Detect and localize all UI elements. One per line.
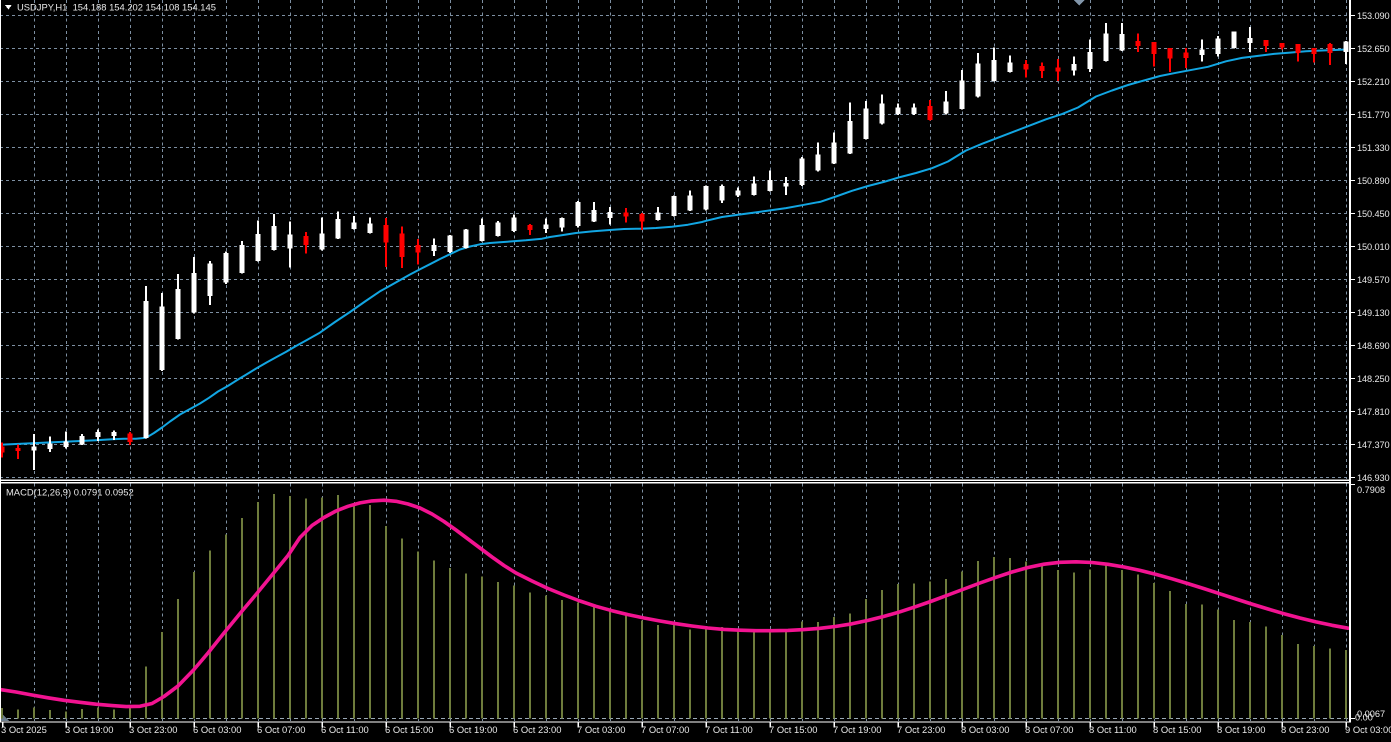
svg-text:6 Oct 15:00: 6 Oct 15:00 xyxy=(385,724,433,735)
svg-text:8 Oct 11:00: 8 Oct 11:00 xyxy=(1089,724,1137,735)
svg-text:7 Oct 03:00: 7 Oct 03:00 xyxy=(577,724,625,735)
svg-text:151.770: 151.770 xyxy=(1357,110,1390,120)
svg-text:USDJPY,H1 154.188 154.202 154: USDJPY,H1 154.188 154.202 154.108 154.14… xyxy=(17,2,216,13)
svg-text:6 Oct 11:00: 6 Oct 11:00 xyxy=(321,724,369,735)
svg-text:6 Oct 07:00: 6 Oct 07:00 xyxy=(257,724,305,735)
svg-text:150.890: 150.890 xyxy=(1357,176,1390,186)
svg-text:7 Oct 19:00: 7 Oct 19:00 xyxy=(833,724,881,735)
svg-text:6 Oct 23:00: 6 Oct 23:00 xyxy=(513,724,561,735)
svg-text:150.010: 150.010 xyxy=(1357,242,1390,252)
svg-text:149.130: 149.130 xyxy=(1357,308,1390,318)
svg-text:8 Oct 15:00: 8 Oct 15:00 xyxy=(1153,724,1201,735)
svg-text:8 Oct 19:00: 8 Oct 19:00 xyxy=(1217,724,1265,735)
svg-text:6 Oct 03:00: 6 Oct 03:00 xyxy=(193,724,241,735)
svg-text:8 Oct 03:00: 8 Oct 03:00 xyxy=(961,724,1009,735)
svg-text:151.330: 151.330 xyxy=(1357,143,1390,153)
svg-text:0.7908: 0.7908 xyxy=(1357,485,1385,495)
svg-text:153.090: 153.090 xyxy=(1357,11,1390,21)
svg-text:9 Oct 03:00: 9 Oct 03:00 xyxy=(1345,724,1391,735)
svg-text:7 Oct 07:00: 7 Oct 07:00 xyxy=(641,724,689,735)
svg-text:8 Oct 07:00: 8 Oct 07:00 xyxy=(1025,724,1073,735)
svg-text:MACD(12,26,9) 0.0791 0.0952: MACD(12,26,9) 0.0791 0.0952 xyxy=(6,486,134,497)
svg-text:6 Oct 19:00: 6 Oct 19:00 xyxy=(449,724,497,735)
svg-text:3 Oct 23:00: 3 Oct 23:00 xyxy=(129,724,177,735)
svg-text:150.450: 150.450 xyxy=(1357,209,1390,219)
svg-text:0.00: 0.00 xyxy=(1355,713,1373,723)
svg-text:147.810: 147.810 xyxy=(1357,407,1390,417)
svg-text:147.370: 147.370 xyxy=(1357,440,1390,450)
svg-text:8 Oct 23:00: 8 Oct 23:00 xyxy=(1281,724,1329,735)
svg-text:149.570: 149.570 xyxy=(1357,275,1390,285)
svg-text:148.250: 148.250 xyxy=(1357,374,1390,384)
svg-text:152.650: 152.650 xyxy=(1357,44,1390,54)
svg-text:3 Oct 2025: 3 Oct 2025 xyxy=(1,724,47,735)
svg-text:0.0067: 0.0067 xyxy=(1357,709,1385,719)
svg-text:3 Oct 19:00: 3 Oct 19:00 xyxy=(65,724,113,735)
svg-text:7 Oct 23:00: 7 Oct 23:00 xyxy=(897,724,945,735)
svg-text:7 Oct 15:00: 7 Oct 15:00 xyxy=(769,724,817,735)
svg-text:148.690: 148.690 xyxy=(1357,341,1390,351)
svg-text:7 Oct 11:00: 7 Oct 11:00 xyxy=(705,724,753,735)
svg-text:152.210: 152.210 xyxy=(1357,77,1390,87)
svg-text:146.930: 146.930 xyxy=(1357,473,1390,483)
